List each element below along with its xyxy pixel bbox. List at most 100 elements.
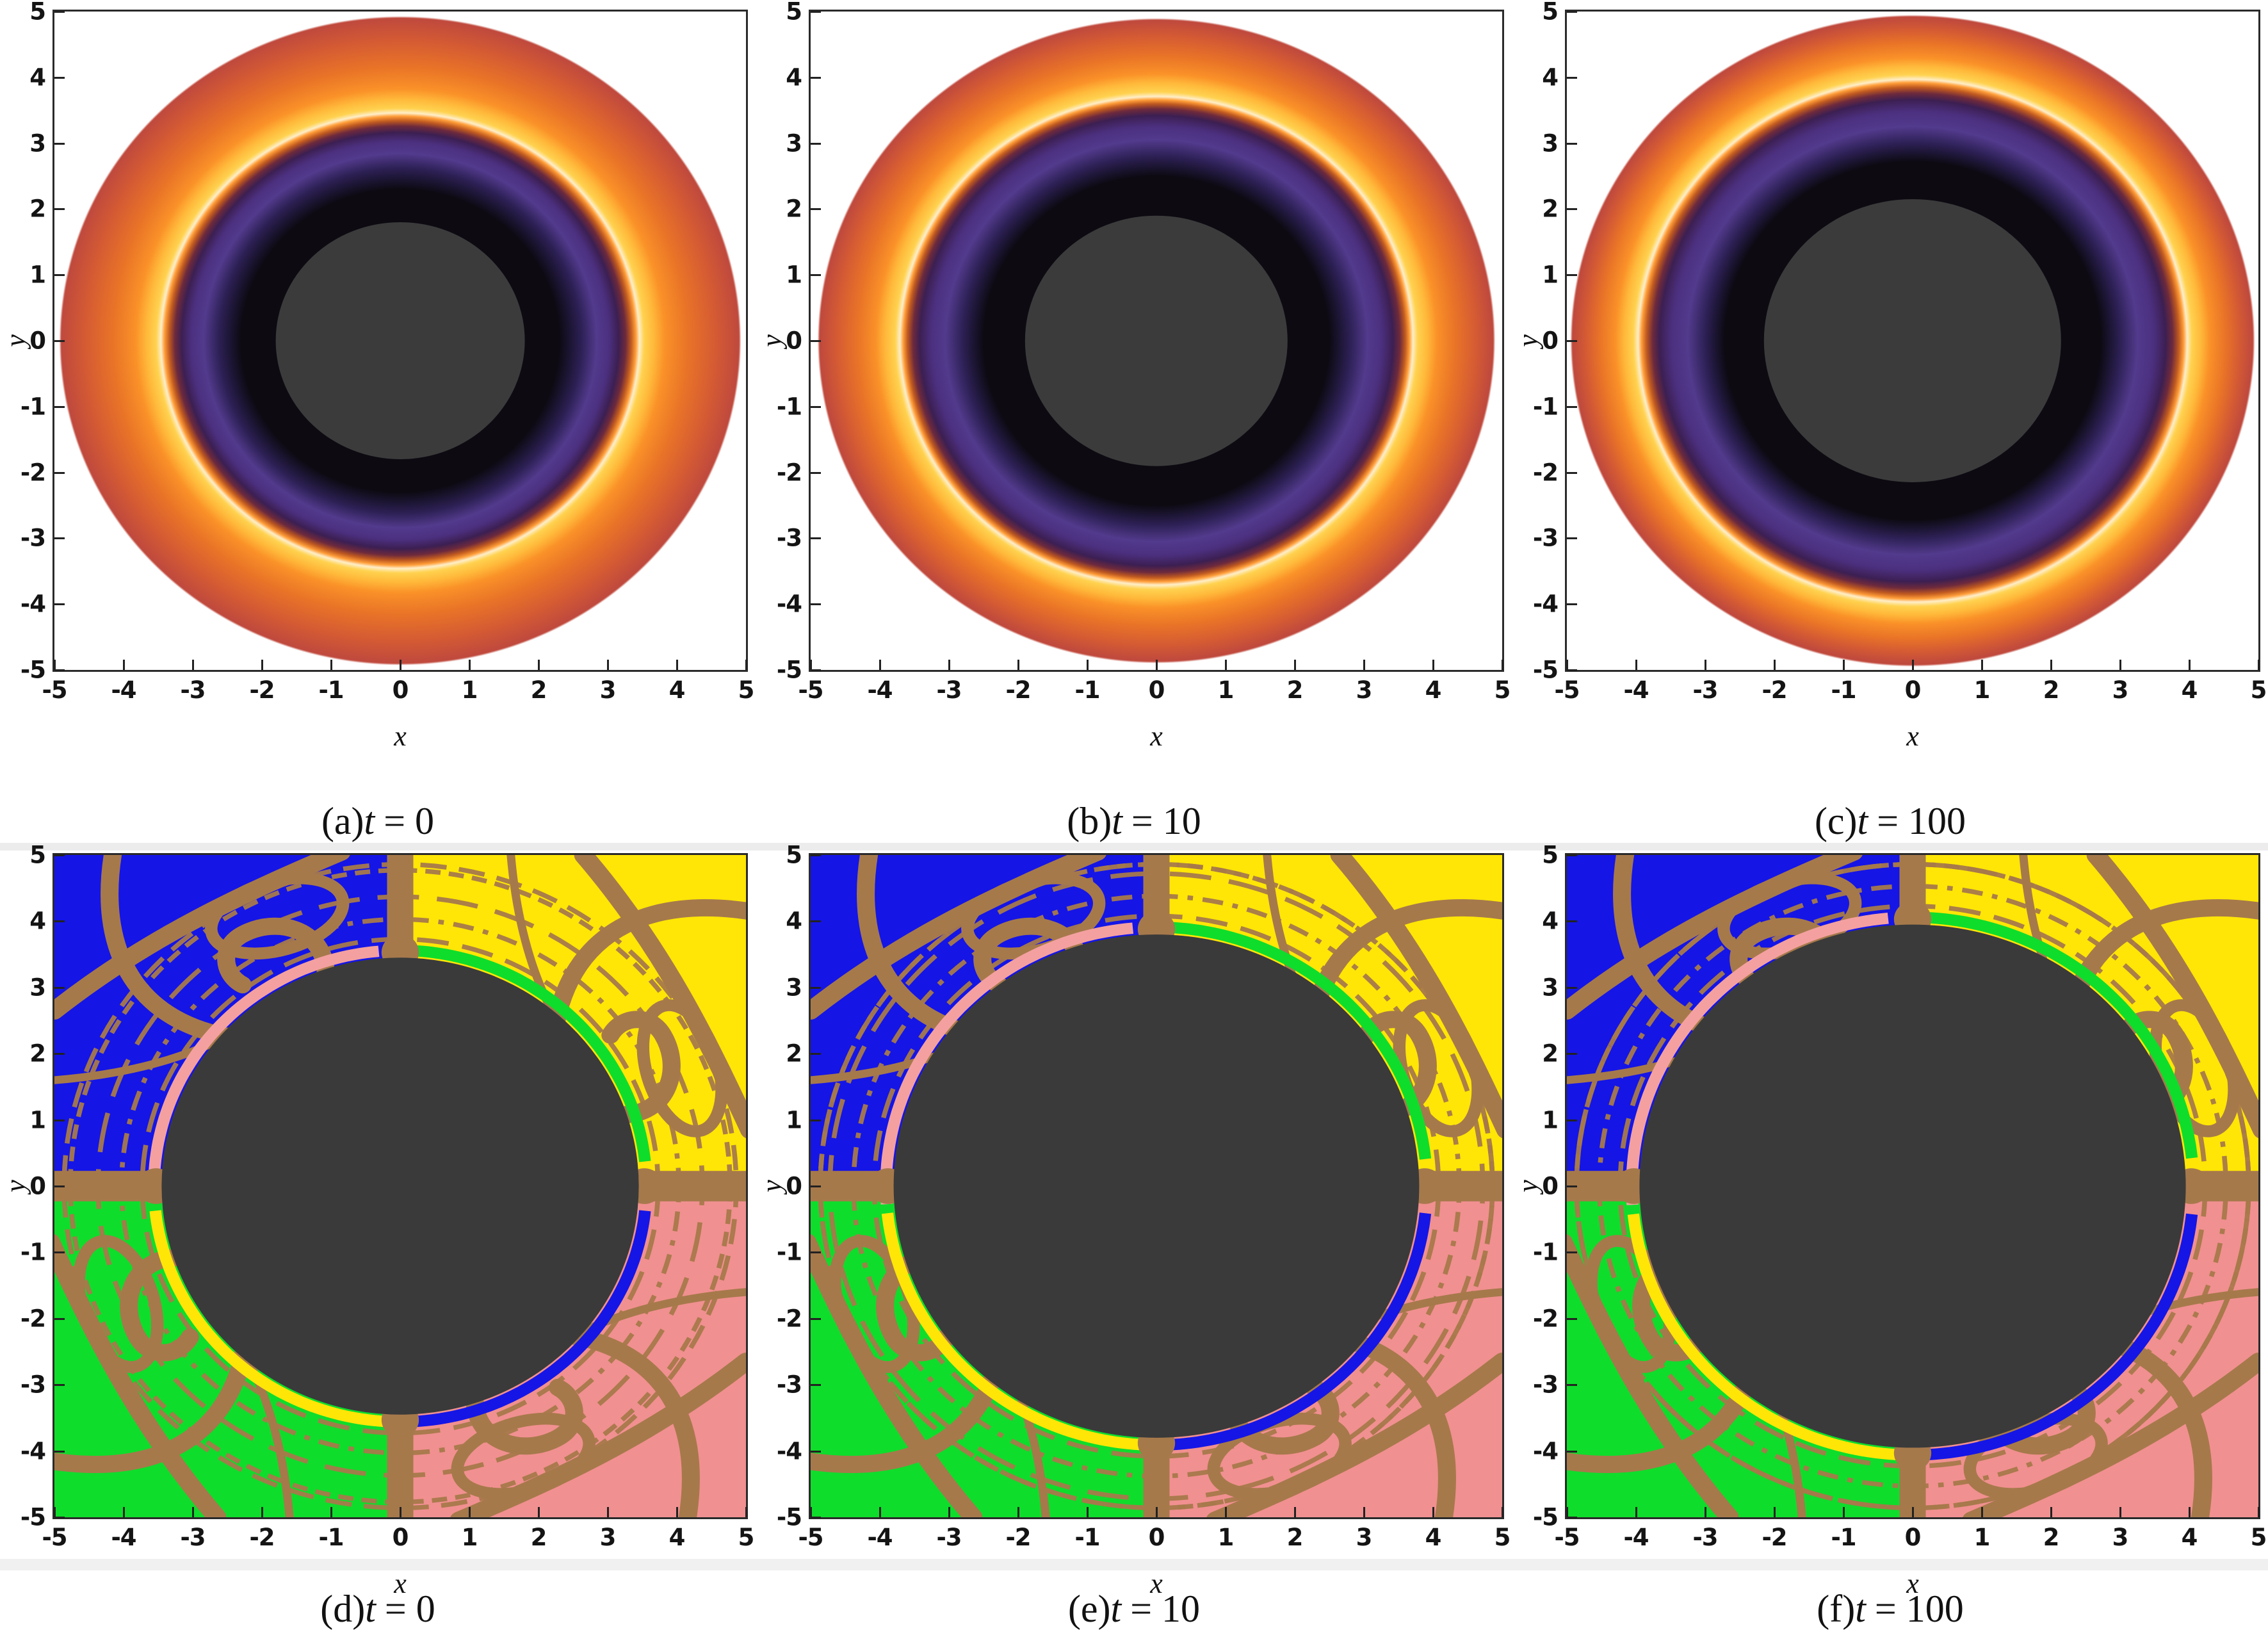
x-tick-mark xyxy=(469,1507,471,1517)
x-tick-mark xyxy=(676,1507,678,1517)
y-tick-mark xyxy=(54,1517,65,1519)
x-tick-mark xyxy=(1566,1507,1568,1517)
y-tick-label-b: 0 xyxy=(786,327,802,355)
caption-b: (b)t = 10 xyxy=(756,799,1512,843)
x-tick-label-a: 3 xyxy=(599,676,617,704)
x-tick-label-b: 4 xyxy=(1425,676,1442,704)
x-tick-mark xyxy=(2119,1507,2121,1517)
caption-d-value: = 0 xyxy=(384,1588,435,1630)
y-tick-mark xyxy=(1567,986,1577,989)
x-tick-label-e: -2 xyxy=(1005,1524,1031,1551)
x-tick-label-f: -1 xyxy=(1831,1524,1856,1551)
x-tick-mark xyxy=(2258,1507,2260,1517)
x-tick-label-d: -3 xyxy=(180,1524,206,1551)
y-tick-label-e: -5 xyxy=(776,1503,802,1531)
caption-a-value: = 0 xyxy=(384,800,435,842)
y-tick-mark xyxy=(54,537,65,540)
y-tick-label-d: 1 xyxy=(29,1106,46,1134)
x-tick-label-e: 0 xyxy=(1148,1524,1165,1551)
caption-d: (d)t = 0 xyxy=(0,1587,756,1631)
x-tick-label-f: -3 xyxy=(1692,1524,1718,1551)
x-tick-label-c: 0 xyxy=(1904,676,1922,704)
x-tick-label-e: -1 xyxy=(1074,1524,1100,1551)
x-tick-mark xyxy=(1502,1507,1503,1517)
y-tick-label-e: 1 xyxy=(786,1106,802,1134)
y-tick-mark xyxy=(1567,1185,1577,1187)
y-tick-mark xyxy=(1567,274,1577,277)
x-tick-mark xyxy=(54,1507,56,1517)
x-tick-mark xyxy=(1225,1507,1227,1517)
y-tick-mark xyxy=(54,274,65,277)
y-tick-mark xyxy=(1567,1119,1577,1121)
x-tick-mark xyxy=(1843,660,1845,670)
y-axis-label: y xyxy=(1512,334,1544,347)
disk-edge-arc-edge_green xyxy=(1161,922,1432,1160)
central-dark-disk-e xyxy=(893,934,1420,1438)
y-tick-label-a: 4 xyxy=(29,63,46,92)
intensity-image-a xyxy=(54,12,746,670)
plot-area-b: -5 -4 -3 -2 -1 0 1 2 3 4 5 5 4 3 2 1 0 -1 -2 -3 -4 -5 x xyxy=(777,0,1511,752)
y-tick-mark xyxy=(54,1053,65,1055)
x-tick-mark xyxy=(1502,660,1503,670)
x-tick-mark xyxy=(607,1507,609,1517)
y-tick-label-f: -2 xyxy=(1532,1305,1559,1333)
y-tick-mark xyxy=(1567,471,1577,474)
x-tick-label-c: -5 xyxy=(1554,676,1580,704)
caption-c-label: (c) xyxy=(1814,800,1858,842)
x-tick-mark xyxy=(745,660,747,670)
x-tick-label-a: 2 xyxy=(530,676,547,704)
y-tick-label-f: -5 xyxy=(1532,1503,1559,1531)
intensity-image-b xyxy=(811,12,1502,670)
x-tick-label-a: -2 xyxy=(249,676,275,704)
y-tick-mark xyxy=(1567,1450,1577,1453)
y-tick-label-f: -1 xyxy=(1532,1238,1559,1266)
x-tick-label-b: -2 xyxy=(1005,676,1031,704)
y-tick-label-c: -5 xyxy=(1532,656,1559,684)
caption-f-value: = 100 xyxy=(1874,1588,1964,1630)
x-tick-label-c: 3 xyxy=(2112,676,2129,704)
y-tick-mark xyxy=(54,340,65,342)
x-tick-label-c: 5 xyxy=(2250,676,2267,704)
x-tick-label-a: 4 xyxy=(668,676,686,704)
caption-b-value: = 10 xyxy=(1131,800,1201,842)
y-tick-label-d: -1 xyxy=(20,1238,46,1266)
y-tick-mark xyxy=(811,669,821,671)
x-tick-mark xyxy=(330,660,332,670)
y-tick-label-c: 4 xyxy=(1542,63,1559,92)
x-tick-mark xyxy=(1774,1507,1776,1517)
y-tick-label-b: 1 xyxy=(786,261,802,289)
x-tick-label-d: -1 xyxy=(318,1524,344,1551)
y-tick-mark xyxy=(811,986,821,989)
x-tick-mark xyxy=(1981,1507,1983,1517)
x-tick-mark xyxy=(1635,1507,1637,1517)
x-tick-label-c: 2 xyxy=(2043,676,2060,704)
x-tick-label-e: 1 xyxy=(1217,1524,1235,1551)
y-tick-mark xyxy=(811,1053,821,1055)
x-tick-label-d: -2 xyxy=(249,1524,275,1551)
x-tick-label-d: 2 xyxy=(530,1524,547,1551)
y-tick-mark xyxy=(54,76,65,79)
x-tick-mark xyxy=(810,1507,812,1517)
y-tick-mark xyxy=(1567,669,1577,671)
plot-area-d: -5 -4 -3 -2 -1 0 1 2 3 4 5 5 4 3 2 1 0 -1 -2 -3 -4 -5 x xyxy=(20,842,754,1600)
y-tick-mark xyxy=(1567,1053,1577,1055)
caption-f-var: t xyxy=(1855,1588,1866,1630)
y-tick-mark xyxy=(54,669,65,671)
x-tick-label-e: 3 xyxy=(1356,1524,1373,1551)
y-tick-mark xyxy=(1567,854,1577,856)
caption-f-label: (f) xyxy=(1817,1588,1856,1630)
basin-map-f xyxy=(1567,855,2258,1517)
y-tick-label-c: 0 xyxy=(1542,327,1559,355)
y-tick-label-c: 3 xyxy=(1542,129,1559,158)
y-tick-mark xyxy=(811,471,821,474)
x-tick-mark xyxy=(1087,1507,1089,1517)
x-tick-mark xyxy=(330,1507,332,1517)
y-tick-label-d: 5 xyxy=(29,841,46,869)
y-tick-label-e: 5 xyxy=(786,841,802,869)
y-tick-label-b: 4 xyxy=(786,63,802,92)
y-tick-mark xyxy=(811,208,821,211)
y-tick-label-b: 3 xyxy=(786,129,802,158)
scan-artifact-strip-bottom xyxy=(0,1559,2268,1570)
plot-area-f: -5 -4 -3 -2 -1 0 1 2 3 4 5 5 4 3 2 1 0 -1 -2 -3 -4 -5 x xyxy=(1533,842,2267,1600)
y-tick-mark xyxy=(811,920,821,923)
